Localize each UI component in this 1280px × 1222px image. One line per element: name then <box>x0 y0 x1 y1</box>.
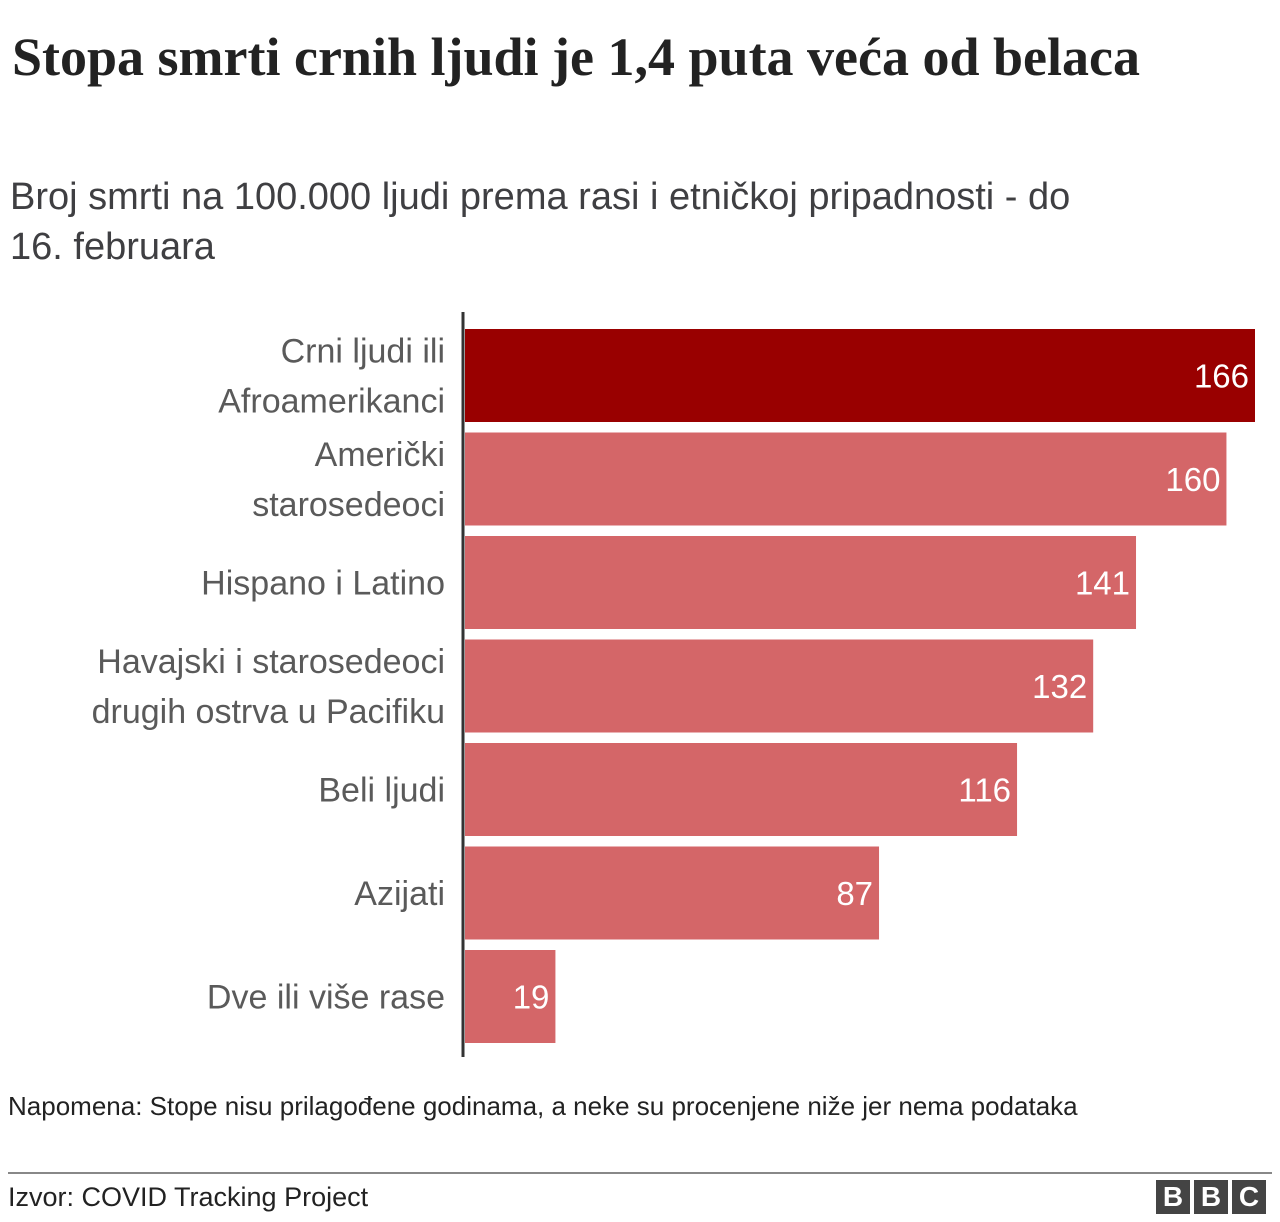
bar-value-label: 132 <box>1032 668 1087 705</box>
bbc-logo-block: B <box>1194 1180 1228 1214</box>
bar <box>465 846 880 940</box>
bar-value-label: 160 <box>1165 461 1220 498</box>
category-label: Azijati <box>354 875 445 913</box>
bar-value-label: 19 <box>513 979 550 1016</box>
category-label: Američki starosedeoci <box>252 436 445 524</box>
bbc-logo-block: B <box>1156 1180 1190 1214</box>
category-label: Havajski i starosedeoci drugih ostrva u P… <box>92 643 445 731</box>
bbc-logo: B B C <box>1156 1180 1266 1214</box>
bar <box>465 432 1227 526</box>
bar-chart: 166 Crni ljudi ili Afroamerikanci 160 Američ… <box>92 312 1255 1057</box>
bar-value-label: 116 <box>958 772 1011 809</box>
bbc-logo-block: C <box>1232 1180 1266 1214</box>
bar <box>465 639 1094 733</box>
bar <box>465 536 1137 629</box>
bar-value-label: 141 <box>1075 565 1130 602</box>
bar <box>465 743 1018 836</box>
chart-note: Napomena: Stope nisu prilagođene godinam… <box>8 1091 1078 1121</box>
category-label: Beli ljudi <box>318 772 445 810</box>
bar <box>465 329 1255 422</box>
chart-title: Stopa smrti crnih ljudi je 1,4 puta veća… <box>12 27 1140 87</box>
chart-subtitle: Broj smrti na 100.000 ljudi prema rasi i… <box>10 176 1071 268</box>
bar-value-label: 166 <box>1194 358 1249 395</box>
category-label: Crni ljudi ili Afroamerikanci <box>218 333 445 421</box>
category-label: Dve ili više rase <box>207 979 445 1017</box>
chart-source: Izvor: COVID Tracking Project <box>8 1182 369 1212</box>
bar-value-label: 87 <box>836 875 873 912</box>
bar <box>465 950 556 1043</box>
category-label: Hispano i Latino <box>201 565 445 603</box>
footer-divider <box>8 1172 1272 1174</box>
